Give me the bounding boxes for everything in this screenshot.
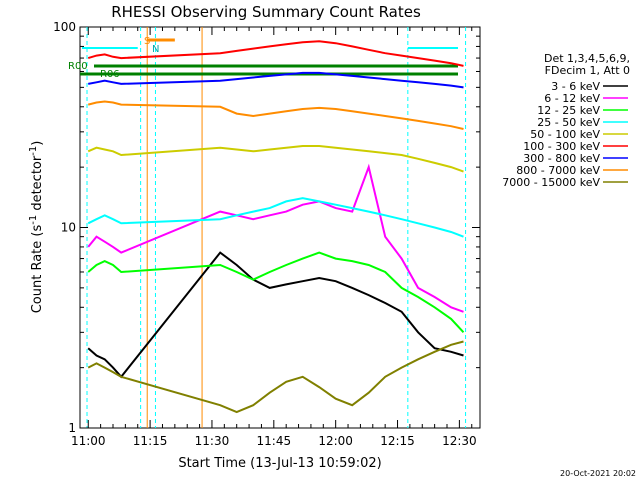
footer-date: 20-Oct-2021 20:02: [560, 469, 636, 478]
series-layer: [87, 40, 465, 414]
x-axis-ticks: 11:00 11:15 11:30 11:45 12:00 12:15 12:30: [71, 27, 477, 448]
series-line: [87, 340, 464, 414]
x-tick-label: 11:00: [71, 434, 106, 448]
y-axis-label-sup: -1: [28, 215, 39, 225]
marker-r00-label: R00: [68, 61, 88, 72]
y-axis-label-main: Count Rate (s: [30, 225, 45, 314]
chart-title: RHESSI Observing Summary Count Rates: [111, 3, 421, 21]
x-axis-label: Start Time (13-Jul-13 10:59:02): [178, 456, 381, 471]
x-tick-label: 12:30: [442, 434, 477, 448]
x-tick-label: 12:15: [380, 434, 415, 448]
x-tick-label: 11:30: [195, 434, 230, 448]
legend: Det 1,3,4,5,6,9,FDecim 1, Att 0 3 - 6 keV…: [502, 52, 630, 189]
series-line: [87, 197, 464, 238]
legend-entry-label: 300 - 800 keV: [523, 152, 600, 165]
series-line: [87, 40, 464, 67]
legend-entry-label: 7000 - 15000 keV: [502, 176, 600, 189]
legend-header: Det 1,3,4,5,6,9,: [544, 52, 630, 65]
legend-header: FDecim 1, Att 0: [545, 64, 630, 77]
y-tick-label: 1: [68, 421, 76, 435]
y-axis-label-tail: detector: [30, 155, 45, 215]
series-line: [87, 100, 464, 130]
y-axis-label: Count Rate (s-1 detector-1): [28, 141, 45, 314]
legend-entry-label: 25 - 50 keV: [537, 116, 600, 129]
series-line: [87, 163, 464, 313]
legend-entry-label: 800 - 7000 keV: [516, 164, 600, 177]
marker-s-label: S: [144, 36, 150, 47]
y-tick-label: 100: [53, 20, 76, 34]
series-line: [87, 145, 464, 173]
y-axis-label-close: ): [30, 141, 45, 146]
x-tick-label: 11:45: [257, 434, 292, 448]
marker-n-label: N: [152, 44, 159, 55]
series-line: [88, 71, 464, 89]
legend-entry-label: 3 - 6 keV: [551, 80, 600, 93]
legend-entry-label: 12 - 25 keV: [537, 104, 600, 117]
x-tick-label: 12:00: [318, 434, 353, 448]
series-line: [87, 251, 465, 333]
y-axis-ticks: 1 10 100: [53, 20, 480, 435]
legend-entry-label: 6 - 12 keV: [544, 92, 600, 105]
legend-entry-label: 50 - 100 keV: [530, 128, 600, 141]
x-tick-label: 11:15: [133, 434, 168, 448]
marker-r06-label: R06: [100, 69, 120, 80]
y-axis-label-tail-sup: -1: [28, 146, 39, 156]
y-tick-label: 10: [61, 221, 76, 235]
marker-lines: [80, 27, 467, 428]
legend-entry-label: 100 - 300 keV: [523, 140, 600, 153]
series-line: [87, 251, 464, 379]
